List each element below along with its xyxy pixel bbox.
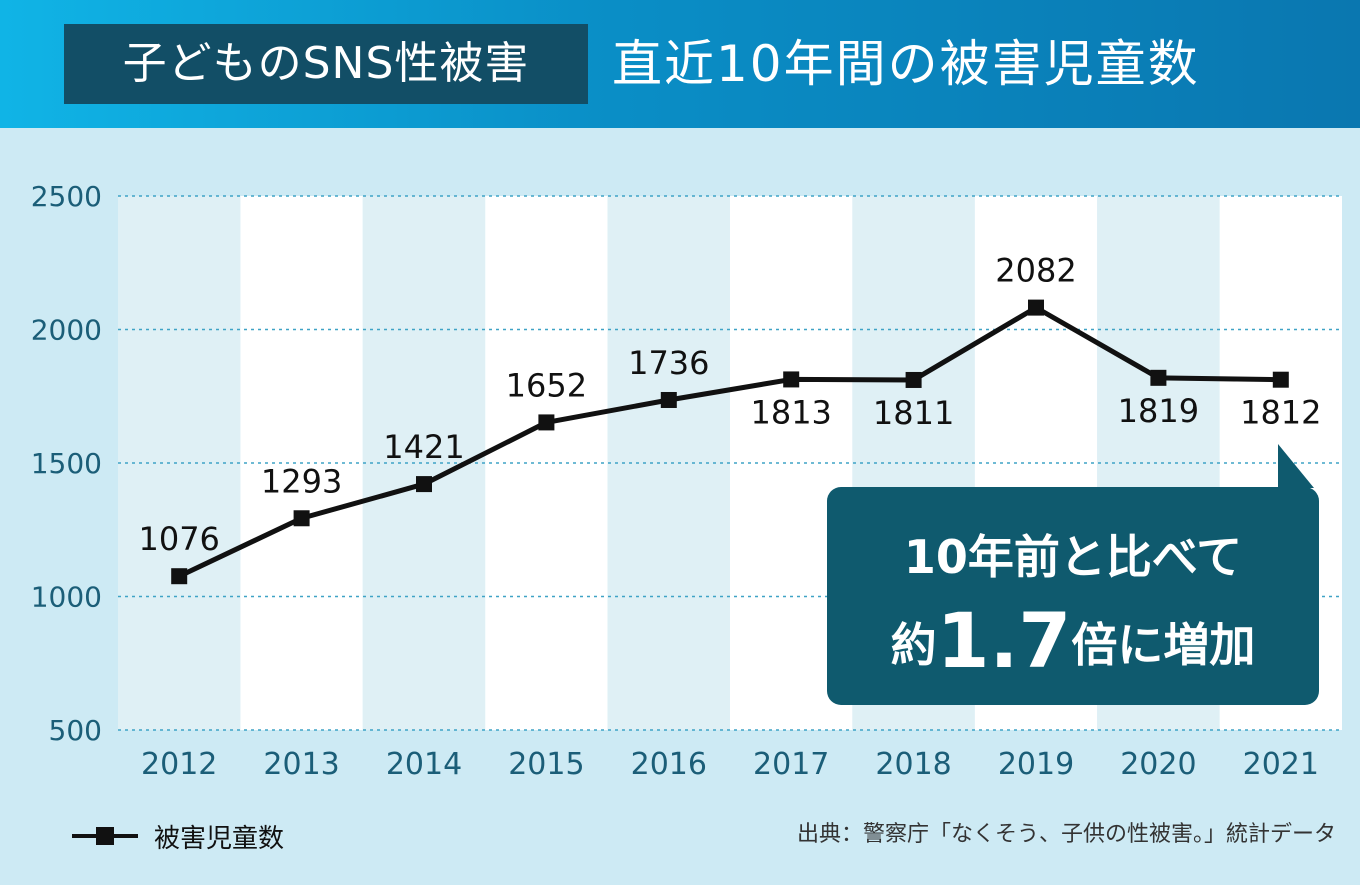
callout-box: 10年前と比べて 約1.7倍に増加 [827,487,1319,705]
callout-suffix: 倍に増加 [1071,618,1256,672]
y-tick-label-2500: 2500 [31,180,102,213]
column-band-2016 [607,196,730,730]
x-tick-label-2018: 2018 [875,747,951,782]
data-label-2013: 1293 [261,462,342,500]
line-chart: 500 1000 1500 2000 2500 2012 2013 2014 2015 2016 2… [31,180,1342,782]
data-label-2019: 2082 [995,252,1076,290]
data-point-2020 [1150,369,1167,386]
x-tick-label-2015: 2015 [508,747,584,782]
callout-prefix: 約 [890,618,937,672]
callout-pointer [1278,444,1314,488]
y-tick-label-500: 500 [49,714,102,747]
callout-line1: 10年前と比べて [903,530,1243,584]
legend: 被害児童数 [72,812,284,860]
legend-label: 被害児童数 [154,823,285,854]
data-label-2012: 1076 [138,520,219,558]
legend-line-marker-icon [72,824,138,848]
callout-line2: 約1.7倍に増加 [827,603,1319,681]
x-tick-label-2013: 2013 [263,747,339,782]
data-label-2017: 1813 [750,393,831,431]
data-point-2019 [1028,299,1044,316]
y-tick-label-2000: 2000 [31,314,102,347]
data-label-2021: 1812 [1240,394,1321,432]
y-tick-label-1000: 1000 [31,581,102,614]
data-label-2014: 1421 [383,428,464,466]
x-tick-label-2014: 2014 [386,747,462,782]
data-label-2015: 1652 [506,366,587,404]
x-tick-label-2016: 2016 [631,747,707,782]
data-point-2016 [660,391,677,408]
y-tick-label-1500: 1500 [31,447,102,480]
x-tick-label-2017: 2017 [753,747,829,782]
data-point-2013 [293,510,310,527]
data-point-2017 [783,371,800,388]
source-note: 出典：警察庁「なくそう、子供の性被害。」統計データ [796,822,1336,847]
x-tick-label-2021: 2021 [1243,747,1319,782]
chart-badge: 子どものSNS性被害 [64,24,588,104]
data-point-2018 [905,371,922,388]
header-banner: 子どものSNS性被害 直近10年間の被害児童数 [0,0,1360,128]
data-label-2020: 1819 [1118,392,1199,430]
x-tick-label-2020: 2020 [1120,747,1196,782]
data-label-2016: 1736 [628,344,709,382]
callout-value: 1.7 [936,596,1072,685]
data-point-2021 [1272,371,1289,388]
x-tick-label-2019: 2019 [998,747,1074,782]
data-label-2018: 1811 [873,394,954,432]
chart-title: 直近10年間の被害児童数 [612,35,1200,93]
data-point-2012 [171,568,188,585]
column-band-2012 [118,196,241,730]
data-point-2014 [416,476,432,493]
data-point-2015 [538,414,555,431]
x-tick-label-2012: 2012 [141,747,217,782]
series-line [178,305,1281,579]
